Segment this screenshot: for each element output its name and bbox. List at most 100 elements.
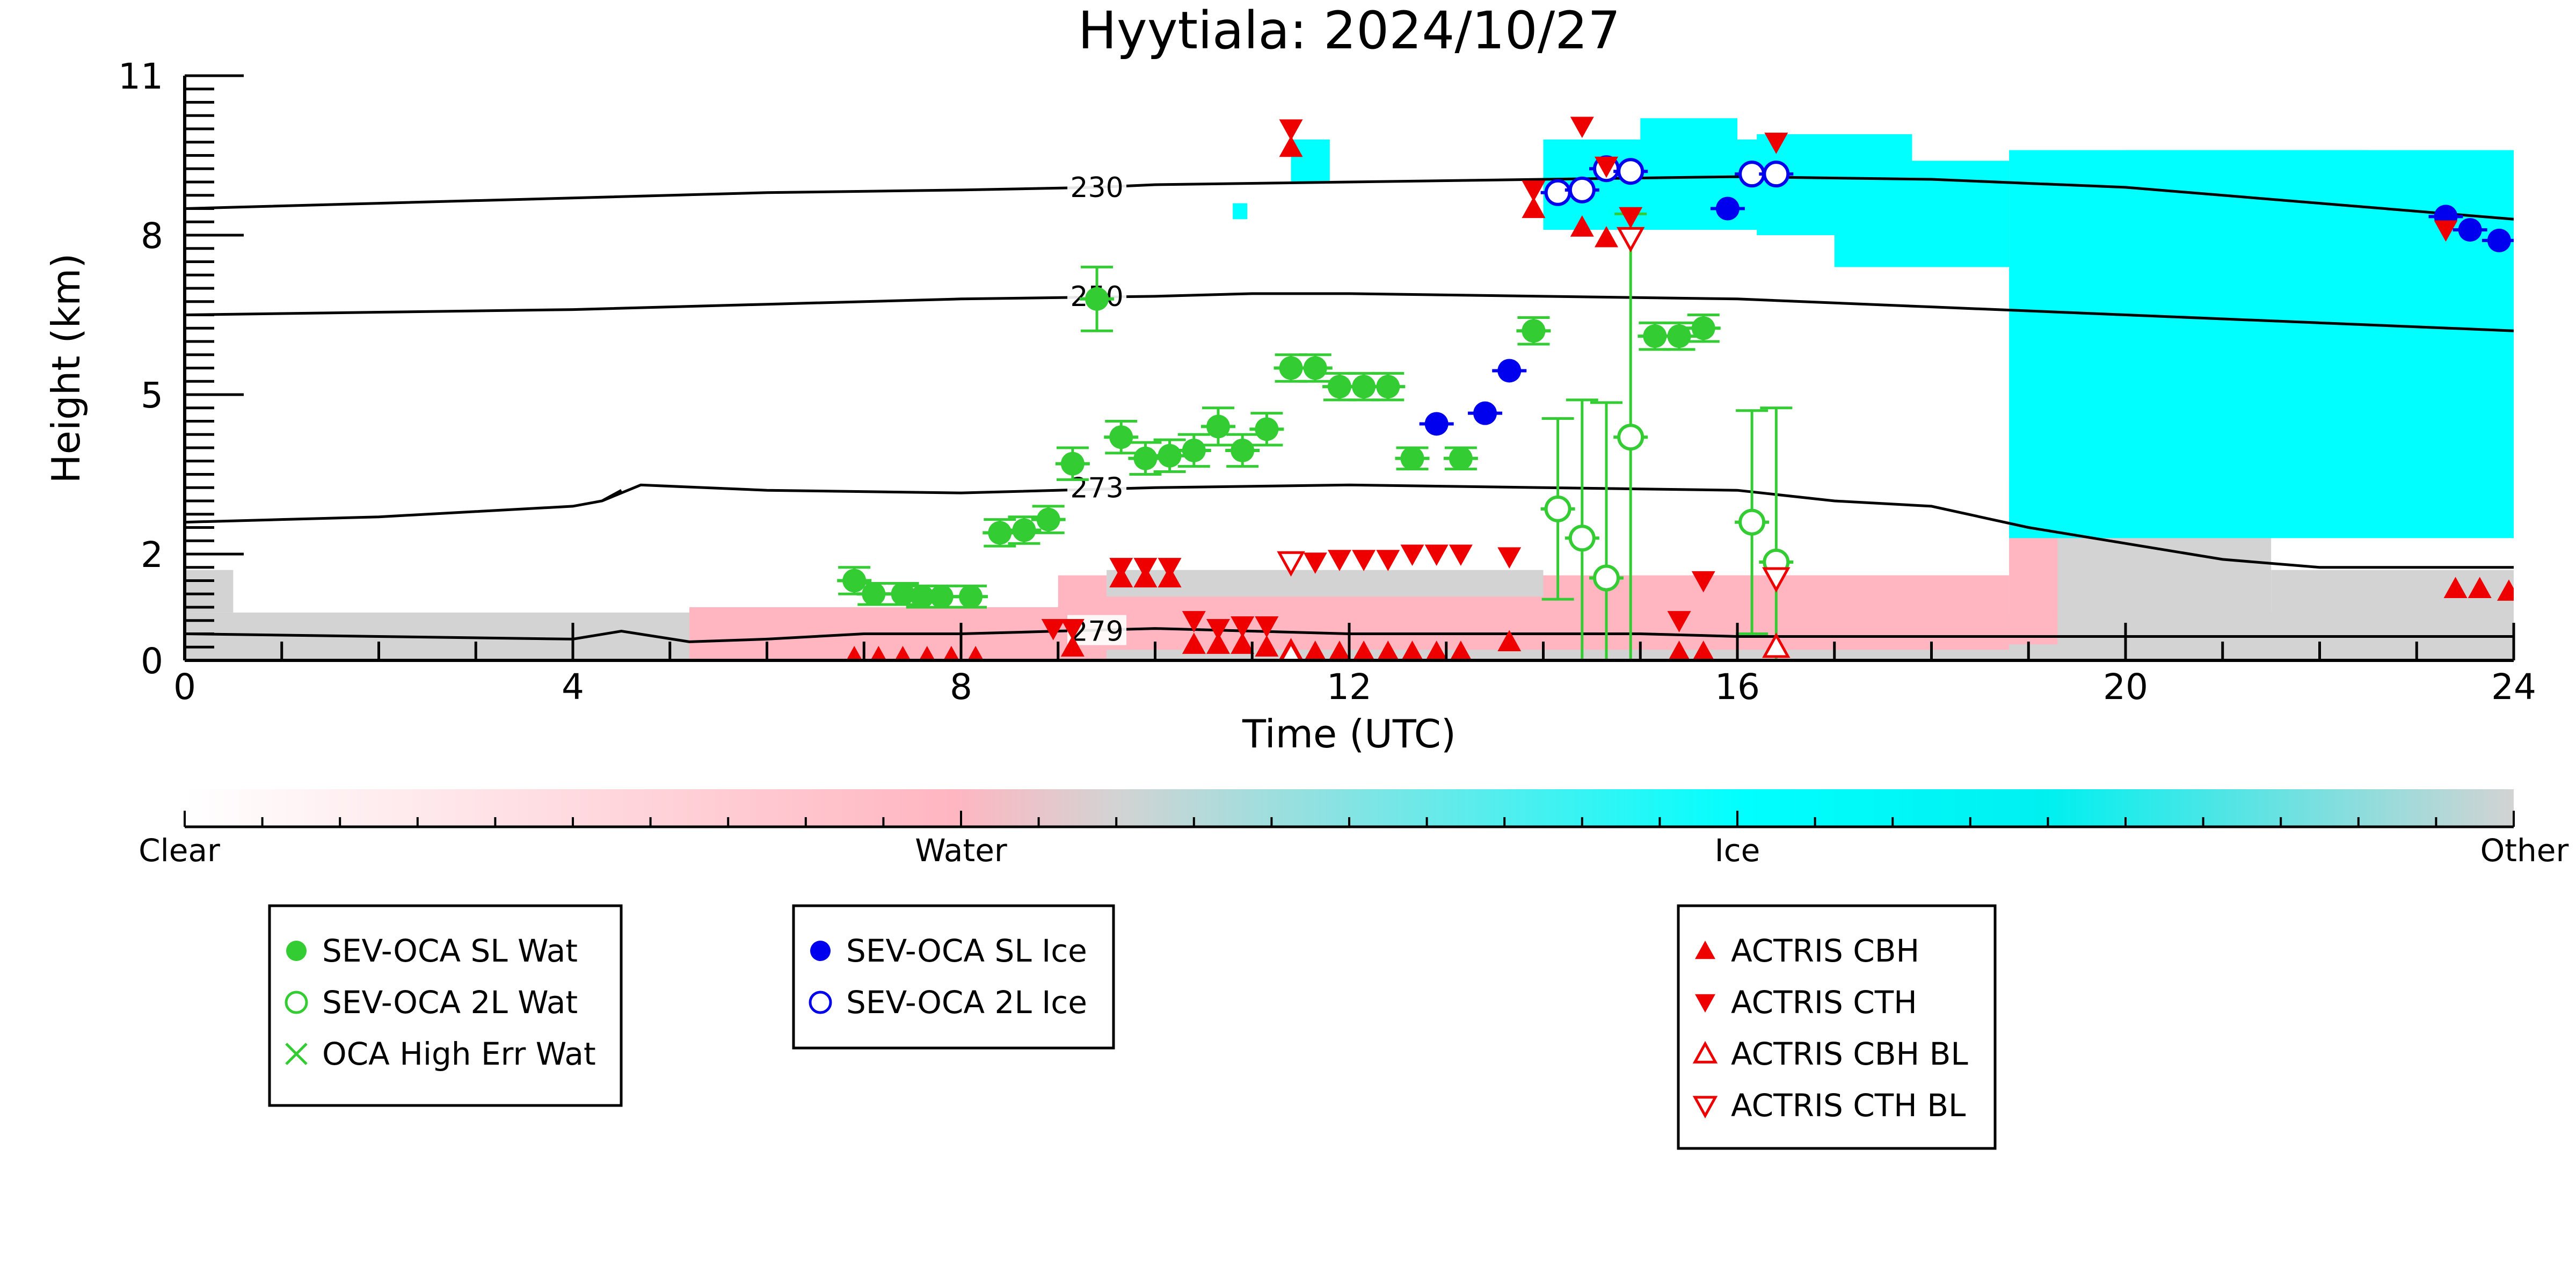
sev-oca-2l-ice-point: [1544, 179, 1571, 206]
sev-oca-sl-ice-point: [2458, 218, 2482, 242]
data-marks: [837, 117, 2514, 660]
actris-cbh-point: [1352, 641, 1375, 660]
actris-cth-point: [1594, 156, 1618, 178]
actris-cth-point: [1182, 611, 1206, 632]
actris-cbh-point: [1377, 641, 1399, 660]
legend-label-actris-cbh-bl: ACTRIS CBH BL: [1731, 1036, 1968, 1072]
sev-oca-sl-ice-point: [1497, 359, 1522, 383]
sev-oca-sl-ice-point: [1424, 412, 1449, 436]
colorbar-label-water: Water: [915, 832, 1007, 869]
x-tick-label: 0: [173, 666, 196, 708]
sev-oca-2l-wat-point: [1568, 525, 1596, 552]
temperature-contours: 230250273279: [185, 171, 2514, 648]
actris-cbh-bl-point: [1762, 632, 1791, 658]
other-region: [185, 570, 234, 613]
legend-marker-actris-cth-bl: [1692, 1096, 1718, 1119]
legend-marker-oca-high-err-wat: [285, 1043, 308, 1065]
sev-oca-sl-ice-point: [2487, 228, 2511, 252]
y-tick-label: 0: [141, 641, 163, 682]
actris-cth-point: [1376, 550, 1400, 571]
actris-cbh-point: [1182, 632, 1206, 654]
legends: SEV-OCA SL Wat SEV-OCA 2L Wat OCA High Err…: [268, 904, 1997, 1150]
actris-cth-point: [1109, 558, 1133, 579]
actris-cth-point: [1255, 616, 1279, 638]
sev-oca-2l-wat-point: [1738, 508, 1766, 536]
other-region: [1107, 570, 1544, 597]
sev-oca-sl-wat-point: [1231, 438, 1255, 462]
legend-label-actris-cth: ACTRIS CTH: [1731, 984, 1917, 1021]
actris-cbh-point: [2468, 577, 2492, 598]
actris-cbh-point: [870, 646, 887, 660]
y-tick-label: 8: [141, 215, 163, 257]
y-tick-label: 11: [118, 56, 163, 97]
actris-cth-point: [1303, 552, 1327, 574]
actris-cbh-point: [1255, 635, 1279, 657]
legend-label-sev-oca-sl-wat: SEV-OCA SL Wat: [322, 933, 578, 969]
sev-oca-sl-wat-point: [1449, 446, 1473, 470]
sev-oca-sl-ice-point: [1715, 197, 1740, 221]
colorbar-label-other: Other: [2480, 832, 2569, 869]
actris-cth-point: [1497, 547, 1522, 569]
actris-cbh-point: [1570, 215, 1594, 237]
sev-oca-sl-wat-point: [862, 582, 886, 606]
x-tick-label: 8: [950, 666, 972, 708]
sev-oca-2l-ice-point: [1763, 161, 1790, 188]
sev-oca-sl-wat-point: [1376, 375, 1400, 399]
sev-oca-sl-wat-point: [988, 521, 1012, 545]
chart-title: Hyytiala: 2024/10/27: [1078, 1, 1621, 61]
contour-label-230: 230: [1070, 172, 1123, 204]
actris-cth-point: [1060, 619, 1085, 641]
x-tick-label: 20: [2103, 666, 2148, 708]
legend-label-actris-cth-bl: ACTRIS CTH BL: [1731, 1087, 1966, 1124]
colorbar-label-clear: Clear: [139, 832, 220, 869]
actris-cbh-point: [1206, 632, 1230, 654]
sev-oca-sl-wat-point: [1206, 414, 1230, 439]
actris-cth-point: [1691, 571, 1715, 593]
y-tick-label: 2: [141, 534, 163, 576]
legend-box: [1677, 904, 1997, 1150]
sev-oca-sl-wat-point: [842, 569, 867, 593]
legend-box: [268, 904, 623, 1107]
actris-cbh-point: [919, 646, 935, 660]
contour-label-bg: [1067, 171, 1127, 201]
plot-area: 230250273279: [185, 117, 2514, 660]
legend-marker-sev-oca-sl-ice: [810, 941, 831, 961]
sev-oca-2l-wat-point: [1592, 564, 1620, 592]
x-tick-label: 16: [1715, 666, 1760, 708]
actris-cbh-point: [1328, 641, 1351, 660]
y-ticks: 0 2 5 8 11: [118, 56, 244, 682]
sev-oca-sl-wat-point: [1352, 375, 1376, 399]
sev-oca-sl-wat-point: [1691, 316, 1715, 340]
sev-oca-sl-wat-point: [929, 585, 954, 609]
x-ticks: 0 4 8 12 16 20 24: [173, 623, 2536, 708]
sev-oca-sl-wat-point: [1012, 518, 1036, 542]
contour-label-bg: [1067, 471, 1127, 502]
sev-oca-2l-ice-point: [1617, 158, 1644, 185]
actris-cth-bl-point: [1762, 567, 1791, 593]
sev-oca-sl-wat-point: [959, 585, 983, 609]
actris-cbh-point: [1450, 641, 1472, 660]
legend-marker-actris-cbh: [1695, 941, 1715, 959]
x-tick-label: 4: [562, 666, 584, 708]
sev-oca-2l-wat-point: [1617, 424, 1644, 451]
actris-cbh-point: [1231, 632, 1255, 654]
sev-oca-sl-wat-point: [1643, 324, 1667, 348]
actris-cth-point: [1133, 558, 1158, 579]
actris-cbh-point: [846, 646, 863, 660]
classification-colorbar: Clear Water Ice Other: [139, 789, 2568, 869]
actris-cth-point: [1400, 544, 1424, 566]
x-tick-label: 12: [1327, 666, 1372, 708]
sev-oca-sl-wat-point: [1400, 446, 1424, 470]
classification-background: [185, 118, 2514, 660]
x-tick-label: 24: [2491, 666, 2536, 708]
actris-cbh-point: [943, 646, 959, 660]
ice-region: [1640, 118, 1737, 166]
actris-cth-bl-point: [1277, 551, 1305, 577]
legend-marker-actris-cbh-bl: [1692, 1040, 1718, 1064]
sev-oca-2l-ice-point: [1568, 176, 1596, 203]
legend-label-sev-oca-sl-ice: SEV-OCA SL Ice: [846, 933, 1087, 969]
sev-oca-sl-wat-point: [1327, 375, 1351, 399]
sev-oca-sl-wat-point: [1158, 443, 1182, 468]
actris-cth-bl-point: [1616, 227, 1645, 253]
actris-cth-point: [1424, 544, 1449, 566]
